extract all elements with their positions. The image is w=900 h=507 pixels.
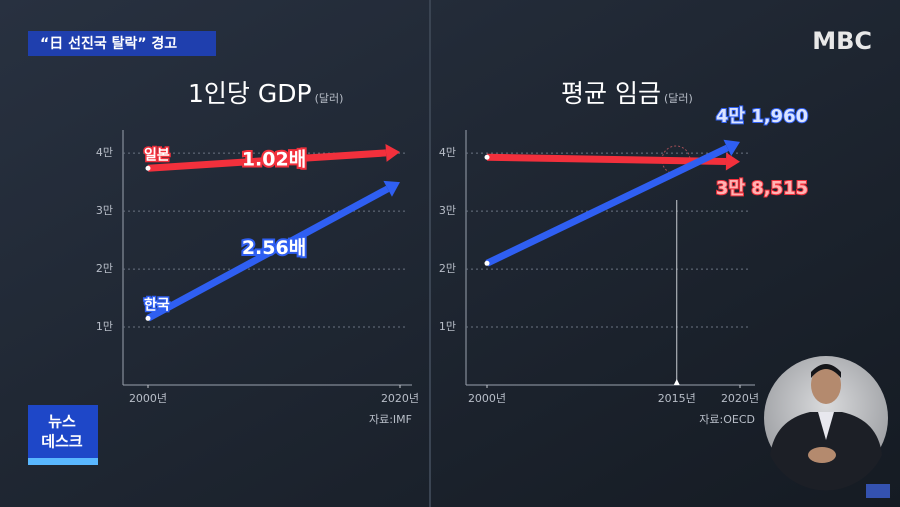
source: 자료:IMF [369, 413, 412, 426]
start-dot [484, 260, 490, 266]
start-dot [484, 154, 490, 160]
y-tick-label: 3만 [96, 204, 113, 217]
arrowhead [723, 139, 740, 156]
start-dot [145, 165, 151, 171]
series-line [147, 149, 387, 172]
x-tick-label: 2000년 [468, 392, 506, 405]
chart-title: 평균 임금 [561, 79, 661, 108]
marker-triangle [673, 379, 680, 385]
arrowhead [385, 143, 400, 162]
y-tick-label: 4만 [96, 146, 113, 159]
chart-title: 1인당 GDP [188, 79, 312, 108]
value-label: 3만 8,515 [716, 178, 808, 199]
y-tick-label: 2만 [96, 262, 113, 275]
chart-unit: (달러) [315, 92, 344, 105]
annotation: 2.56배 [242, 237, 306, 259]
program-box [28, 405, 98, 465]
interpreter-hands [808, 447, 836, 463]
caption: “日 선진국 탈락” 경고 [40, 35, 177, 52]
program-line: 뉴스 [48, 413, 76, 431]
source: 자료:OECD [699, 413, 755, 426]
logo: MBC [812, 27, 872, 55]
y-tick-label: 4만 [439, 146, 456, 159]
interpreter-hair [811, 364, 841, 378]
series-name: 일본 [144, 147, 170, 163]
program-stripe [28, 458, 98, 465]
start-dot [145, 315, 151, 321]
series-line [486, 153, 727, 166]
chart-unit: (달러) [664, 92, 693, 105]
arrowhead [725, 152, 740, 171]
interpreter-shirt [818, 412, 834, 440]
series-line [485, 144, 729, 267]
x-tick-label: 2020년 [381, 392, 419, 405]
annotation: 1.02배 [242, 149, 306, 171]
interpreter-head [811, 366, 841, 404]
y-tick-label: 1만 [96, 320, 113, 333]
caption-box [28, 31, 216, 56]
corner-logo [866, 484, 890, 498]
y-tick-label: 3만 [439, 204, 456, 217]
y-tick-label: 2만 [439, 262, 456, 275]
program-line: 데스크 [41, 433, 83, 451]
x-tick-label: 2020년 [721, 392, 759, 405]
value-label: 4만 1,960 [716, 106, 808, 127]
y-tick-label: 1만 [439, 320, 456, 333]
x-tick-label: 2015년 [658, 392, 696, 405]
x-tick-label: 2000년 [129, 392, 167, 405]
interpreter [764, 356, 888, 491]
series-name: 한국 [144, 297, 170, 313]
series-line [146, 185, 390, 322]
arrowhead [383, 180, 400, 197]
